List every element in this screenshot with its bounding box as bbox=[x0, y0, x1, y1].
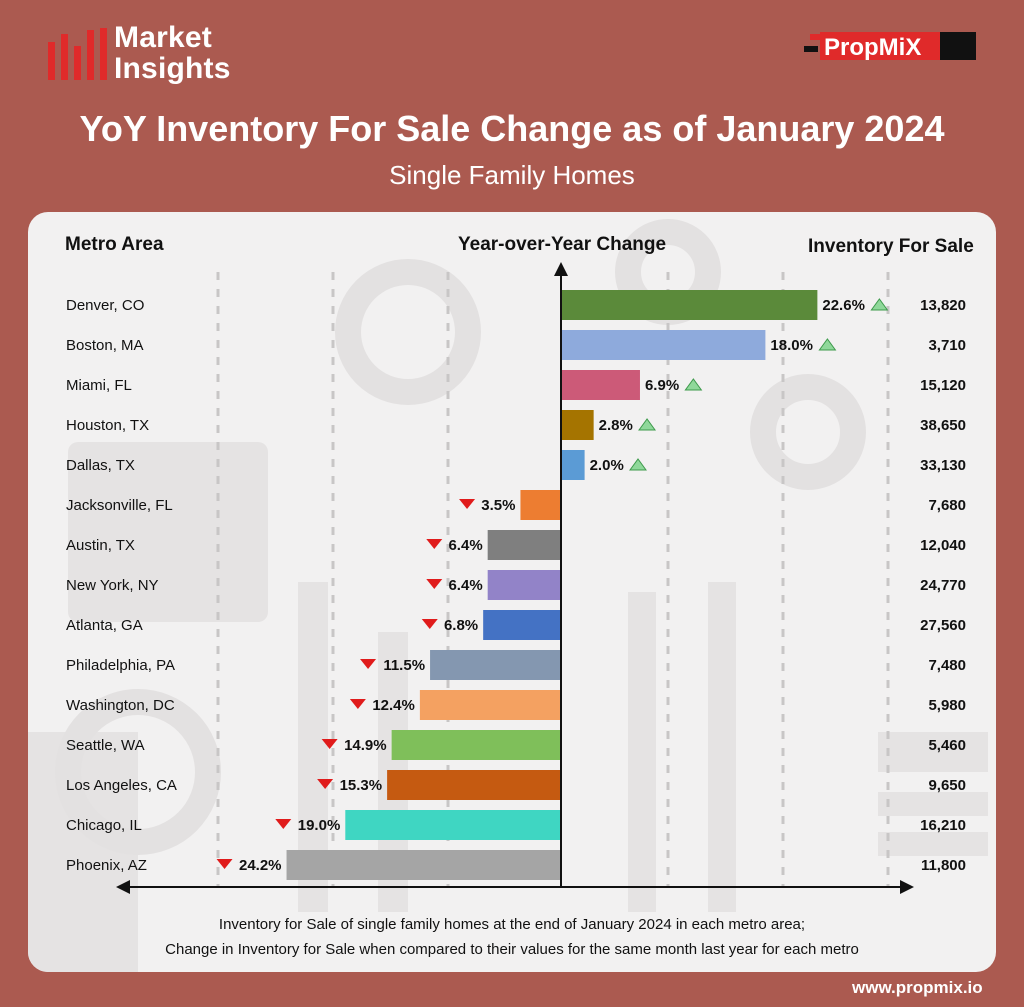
down-arrow-icon bbox=[321, 739, 338, 749]
x-axis-right-arrow bbox=[900, 880, 914, 894]
down-arrow-icon bbox=[349, 699, 366, 709]
page-title: YoY Inventory For Sale Change as of Janu… bbox=[79, 108, 945, 149]
data-label: 6.9% bbox=[645, 377, 679, 394]
inventory-value: 7,480 bbox=[928, 657, 966, 674]
down-arrow-icon bbox=[216, 859, 233, 869]
bar bbox=[391, 730, 560, 760]
data-label: 14.9% bbox=[344, 737, 387, 754]
inventory-value: 12,040 bbox=[920, 537, 966, 554]
data-label: 15.3% bbox=[340, 777, 383, 794]
inventory-value: 3,710 bbox=[928, 337, 966, 354]
market-insights-logo-text: Market Insights bbox=[114, 22, 231, 84]
up-arrow-icon bbox=[870, 298, 889, 311]
bar bbox=[345, 810, 560, 840]
down-arrow-icon bbox=[421, 619, 438, 629]
logo-line-2: Insights bbox=[114, 52, 231, 85]
page-subtitle: Single Family Homes bbox=[389, 160, 635, 190]
bar bbox=[562, 450, 585, 480]
inventory-value: 11,800 bbox=[921, 857, 966, 874]
metro-label: Jacksonville, FL bbox=[66, 497, 173, 514]
data-label: 12.4% bbox=[372, 697, 415, 714]
bar bbox=[520, 490, 560, 520]
market-insights-logo-bars bbox=[48, 28, 107, 80]
bar bbox=[483, 610, 560, 640]
data-label: 19.0% bbox=[298, 817, 341, 834]
data-label: 22.6% bbox=[822, 297, 865, 314]
data-label: 11.5% bbox=[383, 657, 425, 674]
inventory-value: 5,460 bbox=[928, 737, 966, 754]
bar bbox=[562, 330, 766, 360]
down-arrow-icon bbox=[360, 659, 377, 669]
inventory-value: 15,120 bbox=[920, 377, 966, 394]
metro-label: Phoenix, AZ bbox=[66, 857, 147, 874]
website-url[interactable]: www.propmix.io bbox=[852, 978, 983, 997]
data-label: 6.8% bbox=[444, 617, 478, 634]
footnote-line-1: Inventory for Sale of single family home… bbox=[218, 916, 806, 933]
column-header-change: Year-over-Year Change bbox=[458, 234, 667, 255]
bar bbox=[487, 530, 560, 560]
metro-label: Philadelphia, PA bbox=[66, 657, 175, 674]
propmix-logo-text: PropMiX bbox=[824, 34, 921, 61]
metro-label: Seattle, WA bbox=[66, 737, 145, 754]
column-header-metro: Metro Area bbox=[65, 234, 164, 255]
inventory-value: 5,980 bbox=[928, 697, 966, 714]
up-arrow-icon bbox=[818, 338, 837, 351]
bar bbox=[562, 410, 594, 440]
metro-label: Dallas, TX bbox=[66, 457, 135, 474]
bar bbox=[562, 370, 640, 400]
metro-label: Washington, DC bbox=[66, 697, 175, 714]
metro-label: Boston, MA bbox=[66, 337, 144, 354]
data-label: 6.4% bbox=[448, 537, 482, 554]
footnote-line-2: Change in Inventory for Sale when compar… bbox=[165, 941, 859, 958]
inventory-value: 24,770 bbox=[920, 577, 966, 594]
inventory-value: 27,560 bbox=[920, 617, 966, 634]
inventory-value: 9,650 bbox=[928, 777, 966, 794]
down-arrow-icon bbox=[317, 779, 334, 789]
x-axis-left-arrow bbox=[116, 880, 130, 894]
inventory-value: 16,210 bbox=[920, 817, 966, 834]
metro-label: Denver, CO bbox=[66, 297, 144, 314]
bar bbox=[487, 570, 560, 600]
metro-label: Austin, TX bbox=[66, 537, 135, 554]
inventory-value: 7,680 bbox=[928, 497, 966, 514]
metro-label: New York, NY bbox=[66, 577, 159, 594]
inventory-value: 13,820 bbox=[920, 297, 966, 314]
down-arrow-icon bbox=[426, 579, 443, 589]
up-arrow-icon bbox=[684, 378, 703, 391]
metro-label: Chicago, IL bbox=[66, 817, 142, 834]
data-label: 2.0% bbox=[590, 457, 624, 474]
inventory-value: 38,650 bbox=[920, 417, 966, 434]
y-axis-up-arrow bbox=[554, 262, 568, 276]
bar bbox=[387, 770, 560, 800]
bar bbox=[419, 690, 560, 720]
metro-label: Miami, FL bbox=[66, 377, 132, 394]
data-label: 6.4% bbox=[448, 577, 482, 594]
down-arrow-icon bbox=[459, 499, 476, 509]
bar bbox=[562, 290, 818, 320]
down-arrow-icon bbox=[426, 539, 443, 549]
bar bbox=[286, 850, 560, 880]
propmix-logo: PropMiX bbox=[804, 32, 976, 61]
metro-label: Atlanta, GA bbox=[66, 617, 143, 634]
chart-panel: Denver, CO 13,820 22.6% Boston, MA 3,710 18.0… bbox=[28, 212, 996, 972]
data-label: 24.2% bbox=[239, 857, 282, 874]
logo-line-1: Market bbox=[114, 21, 212, 54]
column-header-inventory: Inventory For Sale bbox=[808, 236, 974, 257]
bar bbox=[430, 650, 560, 680]
up-arrow-icon bbox=[638, 418, 657, 431]
data-label: 3.5% bbox=[481, 497, 515, 514]
chart-footnote: Inventory for Sale of single family home… bbox=[28, 912, 996, 962]
down-arrow-icon bbox=[275, 819, 292, 829]
up-arrow-icon bbox=[629, 458, 647, 471]
data-label: 18.0% bbox=[770, 337, 813, 354]
data-label: 2.8% bbox=[599, 417, 633, 434]
metro-label: Los Angeles, CA bbox=[66, 777, 177, 794]
bar-chart: Denver, CO 13,820 22.6% Boston, MA 3,710 18.0… bbox=[66, 262, 966, 894]
inventory-value: 33,130 bbox=[920, 457, 966, 474]
metro-label: Houston, TX bbox=[66, 417, 149, 434]
